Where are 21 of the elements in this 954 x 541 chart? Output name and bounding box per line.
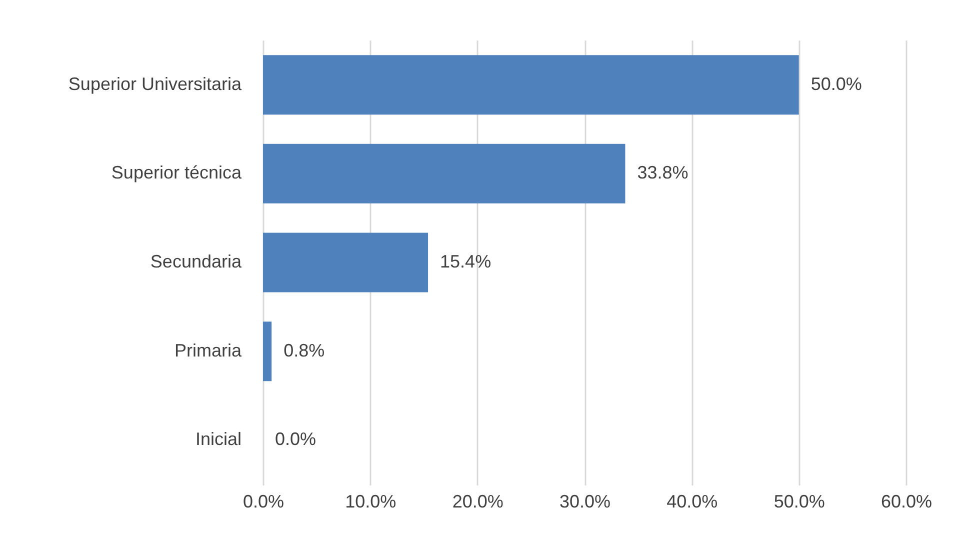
y-tick-label: Primaria: [174, 340, 242, 360]
x-tick-label: 0.0%: [242, 492, 284, 512]
data-label: 50.0%: [810, 74, 862, 94]
data-label: 0.8%: [284, 340, 325, 360]
x-tick-label: 50.0%: [774, 492, 825, 512]
y-tick-label: Superior técnica: [111, 162, 242, 183]
data-label: 15.4%: [440, 252, 492, 272]
bar: [263, 55, 799, 115]
bar: [263, 144, 626, 204]
data-label: 33.8%: [637, 162, 688, 183]
x-tick-label: 10.0%: [345, 492, 396, 512]
y-tick-label: Secundaria: [150, 252, 242, 272]
bar: [263, 232, 428, 292]
x-tick-label: 60.0%: [880, 492, 932, 512]
x-tick-label: 20.0%: [452, 492, 504, 512]
data-label: 0.0%: [275, 429, 316, 450]
x-tick-label: 40.0%: [666, 492, 718, 512]
y-tick-label: Superior Universitaria: [68, 74, 242, 94]
bar: [263, 322, 272, 382]
y-tick-label: Inicial: [195, 429, 242, 450]
x-tick-label: 30.0%: [559, 492, 611, 512]
